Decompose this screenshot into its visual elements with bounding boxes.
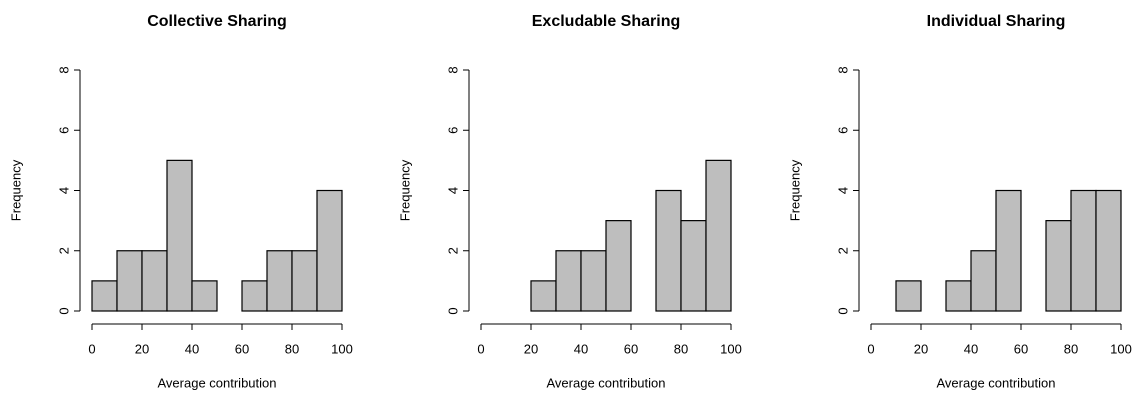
y-tick-label: 2 [56,247,71,254]
bar [191,280,218,312]
x-tick-label: 40 [185,341,199,356]
y-tick-label: 8 [56,66,71,73]
x-tick-label: 100 [331,341,353,356]
x-tick-label: 20 [135,341,149,356]
x-tick-label: 60 [624,341,638,356]
y-tick-label: 4 [56,187,71,194]
bar [1045,220,1072,312]
x-tick-label: 80 [674,341,688,356]
bar [605,220,632,312]
bar [555,250,582,312]
bar [970,250,997,312]
y-tick-label: 4 [445,187,460,194]
x-tick-label: 0 [88,341,95,356]
bar [266,250,293,312]
bar [1095,189,1122,312]
x-tick-label: 60 [235,341,249,356]
y-tick-label: 0 [835,307,850,314]
bar [655,189,682,312]
bar [680,220,707,312]
x-tick-label: 20 [524,341,538,356]
y-tick-label: 4 [835,187,850,194]
y-tick-label: 8 [835,66,850,73]
y-axis-label: Frequency [397,159,412,221]
bar [1070,189,1097,312]
y-tick-label: 0 [445,307,460,314]
bar [91,280,118,312]
x-tick-label: 0 [477,341,484,356]
x-tick-label: 100 [720,341,742,356]
bar [945,280,972,312]
x-axis-label: Average contribution [157,375,276,390]
chart-title: Collective Sharing [147,13,287,30]
y-tick-label: 6 [56,127,71,134]
bar [141,250,168,312]
y-tick-label: 6 [445,127,460,134]
x-tick-label: 80 [285,341,299,356]
y-tick-label: 2 [445,247,460,254]
x-tick-label: 60 [1014,341,1028,356]
y-tick-label: 2 [835,247,850,254]
x-tick-label: 40 [574,341,588,356]
bar [116,250,143,312]
x-tick-label: 80 [1064,341,1078,356]
x-axis-label: Average contribution [546,375,665,390]
y-tick-label: 6 [835,127,850,134]
x-tick-label: 0 [867,341,874,356]
x-tick-label: 20 [914,341,928,356]
bar [316,189,343,312]
y-tick-label: 0 [56,307,71,314]
y-axis-label: Frequency [787,159,802,221]
y-tick-label: 8 [445,66,460,73]
bar [580,250,607,312]
bar [895,280,922,312]
chart-title: Individual Sharing [927,13,1066,30]
x-axis-label: Average contribution [936,375,1055,390]
bar [291,250,318,312]
bar [241,280,268,312]
y-axis-label: Frequency [8,159,23,221]
x-tick-label: 40 [964,341,978,356]
bar [995,189,1022,312]
bar [530,280,557,312]
x-tick-label: 100 [1110,341,1132,356]
bar [166,159,193,312]
bar [705,159,732,312]
chart-title: Excludable Sharing [532,13,680,30]
